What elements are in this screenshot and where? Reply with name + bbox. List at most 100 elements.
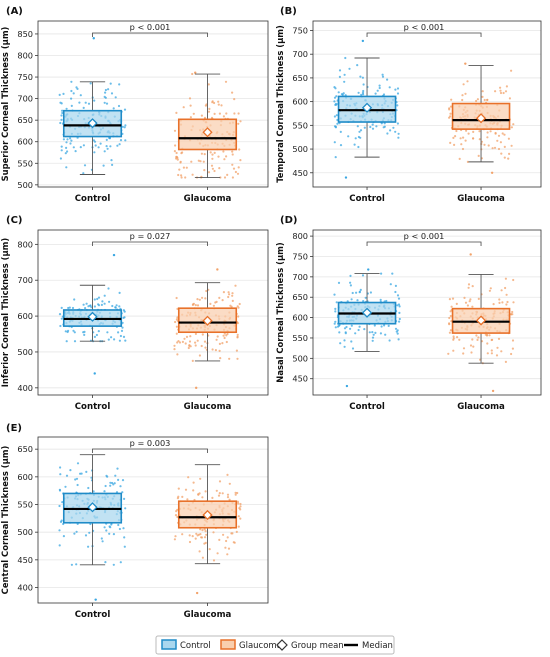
data-point — [104, 484, 107, 488]
data-point — [177, 487, 180, 490]
p-value-label: p = 0.027 — [130, 231, 171, 241]
data-point — [499, 91, 503, 95]
data-point — [511, 347, 514, 350]
data-point — [466, 80, 469, 83]
data-point — [484, 333, 487, 336]
data-point — [109, 82, 112, 85]
data-point — [114, 474, 117, 477]
data-point — [59, 157, 63, 160]
data-point — [359, 75, 362, 78]
data-point — [234, 284, 237, 287]
data-point — [124, 339, 127, 342]
data-point — [356, 125, 359, 128]
data-point — [453, 143, 456, 146]
data-point — [62, 535, 65, 538]
data-point — [498, 298, 501, 301]
data-point — [105, 474, 108, 477]
data-point — [199, 528, 202, 531]
data-point — [188, 540, 192, 544]
data-point — [508, 152, 511, 155]
data-point — [76, 87, 79, 90]
data-point — [58, 504, 61, 508]
data-point — [334, 156, 337, 159]
data-point — [235, 349, 238, 352]
data-point — [231, 150, 234, 153]
data-point — [122, 335, 126, 338]
data-point — [238, 148, 241, 151]
data-point — [174, 144, 177, 147]
data-point — [124, 124, 127, 127]
data-point — [449, 314, 452, 318]
data-point — [465, 129, 468, 132]
outlier-point — [490, 171, 494, 174]
series-control — [58, 37, 127, 175]
data-point — [177, 340, 180, 343]
data-point — [122, 316, 125, 319]
data-point — [82, 144, 85, 147]
legend-control-swatch — [161, 639, 177, 650]
data-point — [341, 93, 344, 96]
data-point — [97, 330, 100, 333]
data-point — [223, 336, 226, 340]
data-point — [118, 527, 121, 531]
data-point — [358, 290, 361, 293]
data-point — [449, 105, 453, 108]
data-point — [218, 349, 221, 352]
p-value-label: p < 0.001 — [404, 22, 445, 32]
iqr-box — [451, 102, 511, 130]
data-point — [379, 332, 382, 335]
data-point — [121, 326, 124, 329]
data-point — [398, 305, 401, 308]
data-point — [105, 529, 108, 532]
data-point — [338, 69, 342, 72]
significance-bracket — [92, 448, 208, 453]
data-point — [107, 88, 110, 91]
data-point — [334, 87, 337, 90]
data-point — [100, 303, 103, 306]
data-point — [225, 155, 228, 158]
data-point — [175, 111, 178, 114]
data-point — [486, 342, 489, 345]
data-point — [397, 303, 401, 306]
data-point — [104, 88, 107, 92]
data-point — [349, 274, 352, 277]
mean-diamond — [361, 307, 373, 318]
data-point — [397, 338, 400, 341]
data-point — [351, 347, 355, 350]
data-point — [93, 305, 96, 308]
mean-diamond — [87, 502, 98, 513]
data-point — [477, 154, 480, 157]
data-point — [60, 317, 63, 320]
data-point — [236, 357, 239, 360]
data-point — [228, 482, 231, 485]
data-point — [70, 89, 73, 93]
data-point — [73, 331, 76, 334]
data-point — [501, 132, 504, 135]
data-point — [472, 345, 475, 348]
data-point — [471, 305, 474, 308]
data-point — [59, 520, 63, 524]
data-point — [178, 341, 182, 344]
outlier-point — [469, 253, 472, 256]
data-point — [97, 304, 101, 307]
data-point — [359, 129, 363, 132]
data-point — [184, 342, 187, 345]
data-point — [396, 304, 399, 307]
data-point — [381, 75, 385, 78]
data-point — [109, 484, 112, 487]
x-tick-label: Glaucoma — [184, 194, 232, 204]
outlier-point — [92, 37, 95, 40]
data-point — [343, 73, 346, 76]
data-point — [73, 340, 77, 343]
data-point — [73, 532, 76, 535]
data-point — [116, 144, 119, 147]
data-point — [497, 337, 501, 340]
data-point — [118, 143, 121, 146]
y-tick-label: 450 — [292, 168, 308, 178]
data-point — [462, 347, 466, 350]
data-point — [76, 462, 80, 465]
data-point — [226, 173, 229, 176]
data-point — [456, 336, 459, 339]
panel-5: (E) 400 450 500 550 600 650 Central Corneal Thi… — [0, 423, 269, 620]
data-point — [215, 489, 218, 492]
